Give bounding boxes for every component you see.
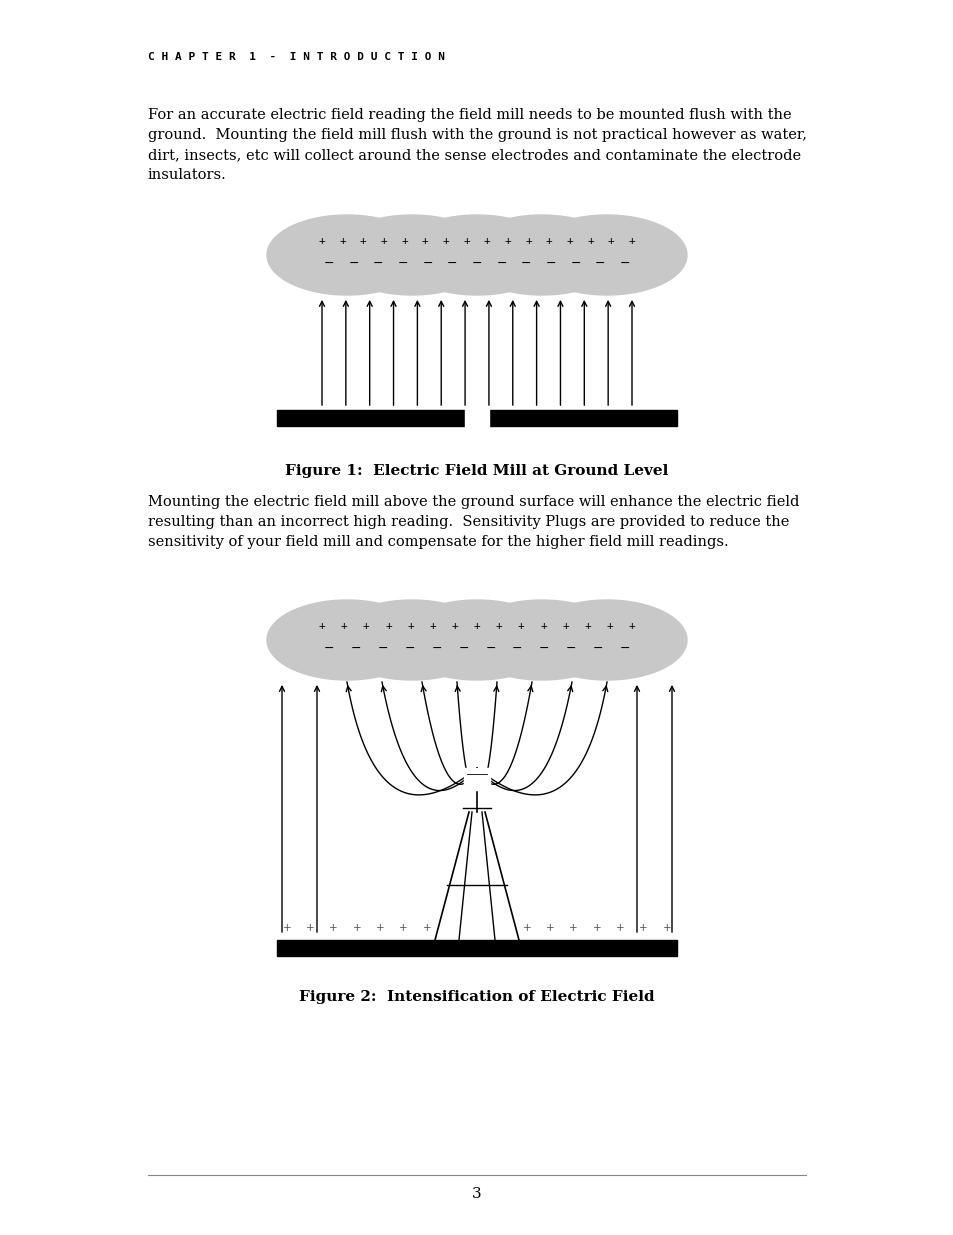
Text: +: + — [306, 923, 314, 932]
Bar — [464, 408, 489, 430]
Ellipse shape — [461, 600, 621, 680]
Text: +: + — [375, 923, 384, 932]
Text: −: − — [323, 641, 334, 655]
Text: For an accurate electric field reading the field mill needs to be mounted flush : For an accurate electric field reading t… — [148, 107, 791, 122]
Text: +: + — [422, 923, 431, 932]
Text: +: + — [473, 621, 480, 631]
Text: Figure 2:  Intensification of Electric Field: Figure 2: Intensification of Electric Fi… — [299, 990, 654, 1004]
Ellipse shape — [526, 215, 686, 295]
Ellipse shape — [396, 215, 557, 295]
Text: −: − — [545, 257, 556, 269]
Text: +: + — [569, 923, 578, 932]
Text: −: − — [457, 641, 468, 655]
Text: resulting than an incorrect high reading.  Sensitivity Plugs are provided to red: resulting than an incorrect high reading… — [148, 515, 788, 529]
Text: +: + — [545, 236, 552, 246]
Text: −: − — [485, 641, 496, 655]
Text: −: − — [373, 257, 383, 269]
Text: +: + — [628, 236, 635, 246]
Ellipse shape — [267, 600, 427, 680]
Text: −: − — [404, 641, 415, 655]
Text: +: + — [483, 236, 490, 246]
Text: −: − — [538, 641, 549, 655]
Text: +: + — [504, 236, 511, 246]
Text: +: + — [566, 236, 573, 246]
Text: +: + — [362, 621, 369, 631]
Ellipse shape — [396, 600, 557, 680]
Text: +: + — [517, 621, 524, 631]
Text: +: + — [429, 621, 436, 631]
Text: C H A P T E R  1  -  I N T R O D U C T I O N: C H A P T E R 1 - I N T R O D U C T I O … — [148, 52, 444, 62]
Text: +: + — [639, 923, 647, 932]
Text: +: + — [340, 621, 347, 631]
Text: +: + — [421, 236, 428, 246]
Text: Mounting the electric field mill above the ground surface will enhance the elect: Mounting the electric field mill above t… — [148, 495, 799, 509]
Text: −: − — [619, 257, 630, 269]
Text: −: − — [431, 641, 441, 655]
Text: +: + — [607, 236, 614, 246]
Text: −: − — [565, 641, 576, 655]
Text: +: + — [401, 236, 408, 246]
Text: +: + — [442, 236, 449, 246]
Bar — [276, 940, 677, 956]
Text: ground.  Mounting the field mill flush with the ground is not practical however : ground. Mounting the field mill flush wi… — [148, 128, 806, 142]
Text: +: + — [282, 923, 291, 932]
Ellipse shape — [461, 215, 621, 295]
Text: dirt, insects, etc will collect around the sense electrodes and contaminate the : dirt, insects, etc will collect around t… — [148, 148, 801, 162]
Text: −: − — [595, 257, 605, 269]
Text: −: − — [351, 641, 361, 655]
Text: +: + — [339, 236, 346, 246]
Text: +: + — [561, 621, 568, 631]
Text: −: − — [496, 257, 506, 269]
Text: −: − — [619, 641, 630, 655]
Text: +: + — [522, 923, 531, 932]
Text: +: + — [380, 236, 387, 246]
Text: −: − — [471, 257, 482, 269]
Text: +: + — [451, 621, 457, 631]
Text: +: + — [318, 236, 325, 246]
Text: −: − — [377, 641, 388, 655]
Text: +: + — [628, 621, 635, 631]
Text: +: + — [545, 923, 554, 932]
Ellipse shape — [526, 600, 686, 680]
Text: −: − — [592, 641, 602, 655]
Text: −: − — [570, 257, 580, 269]
Text: +: + — [584, 621, 591, 631]
Text: Figure 1:  Electric Field Mill at Ground Level: Figure 1: Electric Field Mill at Ground … — [285, 464, 668, 478]
Text: −: − — [520, 257, 531, 269]
Text: insulators.: insulators. — [148, 168, 227, 182]
Text: +: + — [463, 236, 470, 246]
Text: +: + — [616, 923, 624, 932]
Text: sensitivity of your field mill and compensate for the higher field mill readings: sensitivity of your field mill and compe… — [148, 535, 728, 550]
Text: +: + — [353, 923, 361, 932]
Text: −: − — [512, 641, 522, 655]
Text: −: − — [348, 257, 358, 269]
Text: +: + — [539, 621, 546, 631]
Bar — [276, 410, 677, 426]
Text: −: − — [397, 257, 408, 269]
Text: −: − — [323, 257, 334, 269]
Text: −: − — [447, 257, 457, 269]
Text: +: + — [329, 923, 337, 932]
Text: 3: 3 — [472, 1187, 481, 1200]
Ellipse shape — [332, 215, 492, 295]
Text: +: + — [359, 236, 366, 246]
Text: +: + — [399, 923, 408, 932]
Text: +: + — [525, 236, 532, 246]
Text: −: − — [422, 257, 433, 269]
Ellipse shape — [267, 215, 427, 295]
Text: +: + — [496, 621, 502, 631]
Text: +: + — [662, 923, 671, 932]
Ellipse shape — [332, 600, 492, 680]
Text: +: + — [318, 621, 325, 631]
Text: +: + — [407, 621, 414, 631]
Text: +: + — [385, 621, 392, 631]
Text: +: + — [587, 236, 594, 246]
Text: +: + — [592, 923, 600, 932]
Text: +: + — [606, 621, 613, 631]
Bar — [463, 768, 490, 790]
